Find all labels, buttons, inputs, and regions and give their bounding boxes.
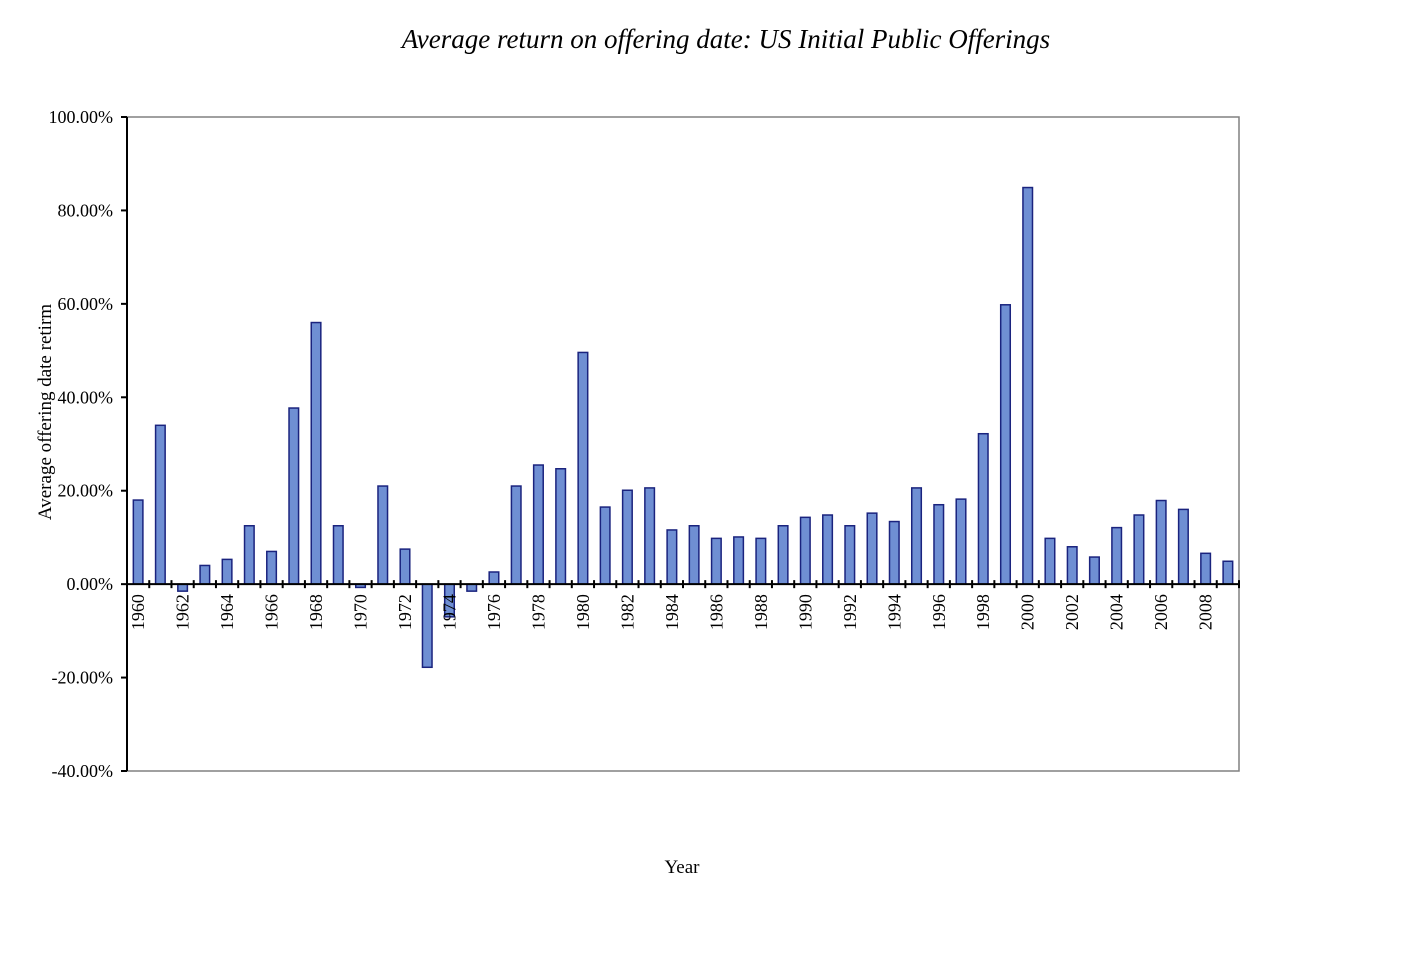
bar (844, 525, 856, 585)
bar (666, 529, 678, 585)
bar (977, 432, 989, 585)
x-tick-label: 1980 (573, 594, 593, 630)
y-tick-label: 20.00% (58, 481, 114, 501)
x-tick-label: 1984 (662, 594, 682, 630)
bar (488, 571, 500, 585)
bar (1222, 560, 1234, 585)
y-tick-label: 40.00% (58, 387, 114, 407)
x-tick-label: 1982 (617, 594, 637, 630)
x-tick-label: 1974 (439, 594, 459, 630)
x-tick-label: 1994 (884, 594, 904, 630)
bar (1155, 499, 1167, 585)
bar (688, 525, 700, 585)
x-tick-label: 1992 (840, 594, 860, 630)
y-axis-ticks: 100.00% 80.00% 60.00% 40.00% 20.00% 0.00% -20.… (49, 107, 127, 781)
bar (532, 464, 544, 585)
bar (332, 525, 344, 585)
x-tick-label: 1996 (929, 594, 949, 630)
bar (510, 485, 522, 585)
x-tick-label: 2008 (1196, 594, 1216, 630)
bar (555, 468, 567, 585)
bar (1044, 537, 1056, 585)
y-tick-label: -40.00% (52, 761, 114, 781)
bar (577, 351, 589, 585)
bar (910, 487, 923, 585)
bar (733, 536, 745, 585)
bar (1066, 546, 1078, 585)
y-axis-title: Average offering date retirm (35, 303, 56, 521)
x-tick-label: 2000 (1018, 594, 1038, 630)
bar (377, 485, 389, 585)
x-tick-label: 1988 (751, 594, 771, 630)
x-tick-label: 1970 (351, 594, 371, 630)
bar (310, 321, 322, 585)
bar (243, 525, 255, 585)
bar (266, 550, 278, 585)
bar (1088, 556, 1100, 585)
y-tick-label: 100.00% (49, 107, 114, 127)
y-tick-label: 0.00% (67, 574, 114, 594)
bar (199, 564, 211, 585)
bar (644, 487, 656, 585)
x-tick-label: 1990 (795, 594, 815, 630)
x-tick-label: 1998 (973, 594, 993, 630)
bar (1177, 508, 1189, 585)
y-tick-label: -20.00% (52, 668, 114, 688)
bar (221, 558, 233, 585)
bar (999, 304, 1012, 585)
bar (933, 503, 945, 585)
bar (154, 424, 166, 585)
x-tick-label: 1986 (706, 594, 726, 630)
bar (288, 407, 300, 585)
bar (888, 520, 900, 585)
bar (466, 583, 478, 592)
x-tick-label: 1962 (173, 594, 193, 630)
x-axis-title: Year (664, 857, 700, 878)
bar (755, 537, 767, 585)
bar (822, 514, 834, 585)
x-tick-label: 1968 (306, 594, 326, 630)
bar (710, 537, 722, 585)
x-tick-label: 1972 (395, 594, 415, 630)
bar (599, 506, 611, 585)
bar (1111, 526, 1123, 585)
bar (1022, 186, 1034, 585)
x-tick-label: 2006 (1151, 594, 1171, 630)
chart-title: Average return on offering date: US Init… (401, 24, 1051, 54)
x-tick-label: 1964 (217, 594, 237, 630)
bar (1200, 552, 1212, 585)
bar (799, 516, 811, 585)
x-tick-label: 2002 (1062, 594, 1082, 630)
x-tick-label: 1978 (528, 594, 548, 630)
bar (399, 548, 411, 585)
bar (866, 512, 878, 585)
x-axis-ticks: 1960 1962 1964 1966 1968 1970 1972 1974 1976 1978… (126, 580, 1240, 630)
bar (955, 498, 967, 585)
bar (132, 499, 144, 585)
x-tick-label: 1960 (128, 594, 148, 630)
x-tick-label: 1976 (484, 594, 504, 630)
bar (621, 489, 633, 585)
bar-series (132, 186, 1234, 669)
bar (777, 525, 789, 585)
y-tick-label: 60.00% (58, 294, 114, 314)
x-tick-label: 2004 (1107, 594, 1127, 630)
x-tick-label: 1966 (262, 594, 282, 630)
bar (1133, 514, 1145, 585)
bar (177, 583, 189, 592)
bar (421, 583, 433, 669)
y-tick-label: 80.00% (58, 200, 114, 220)
